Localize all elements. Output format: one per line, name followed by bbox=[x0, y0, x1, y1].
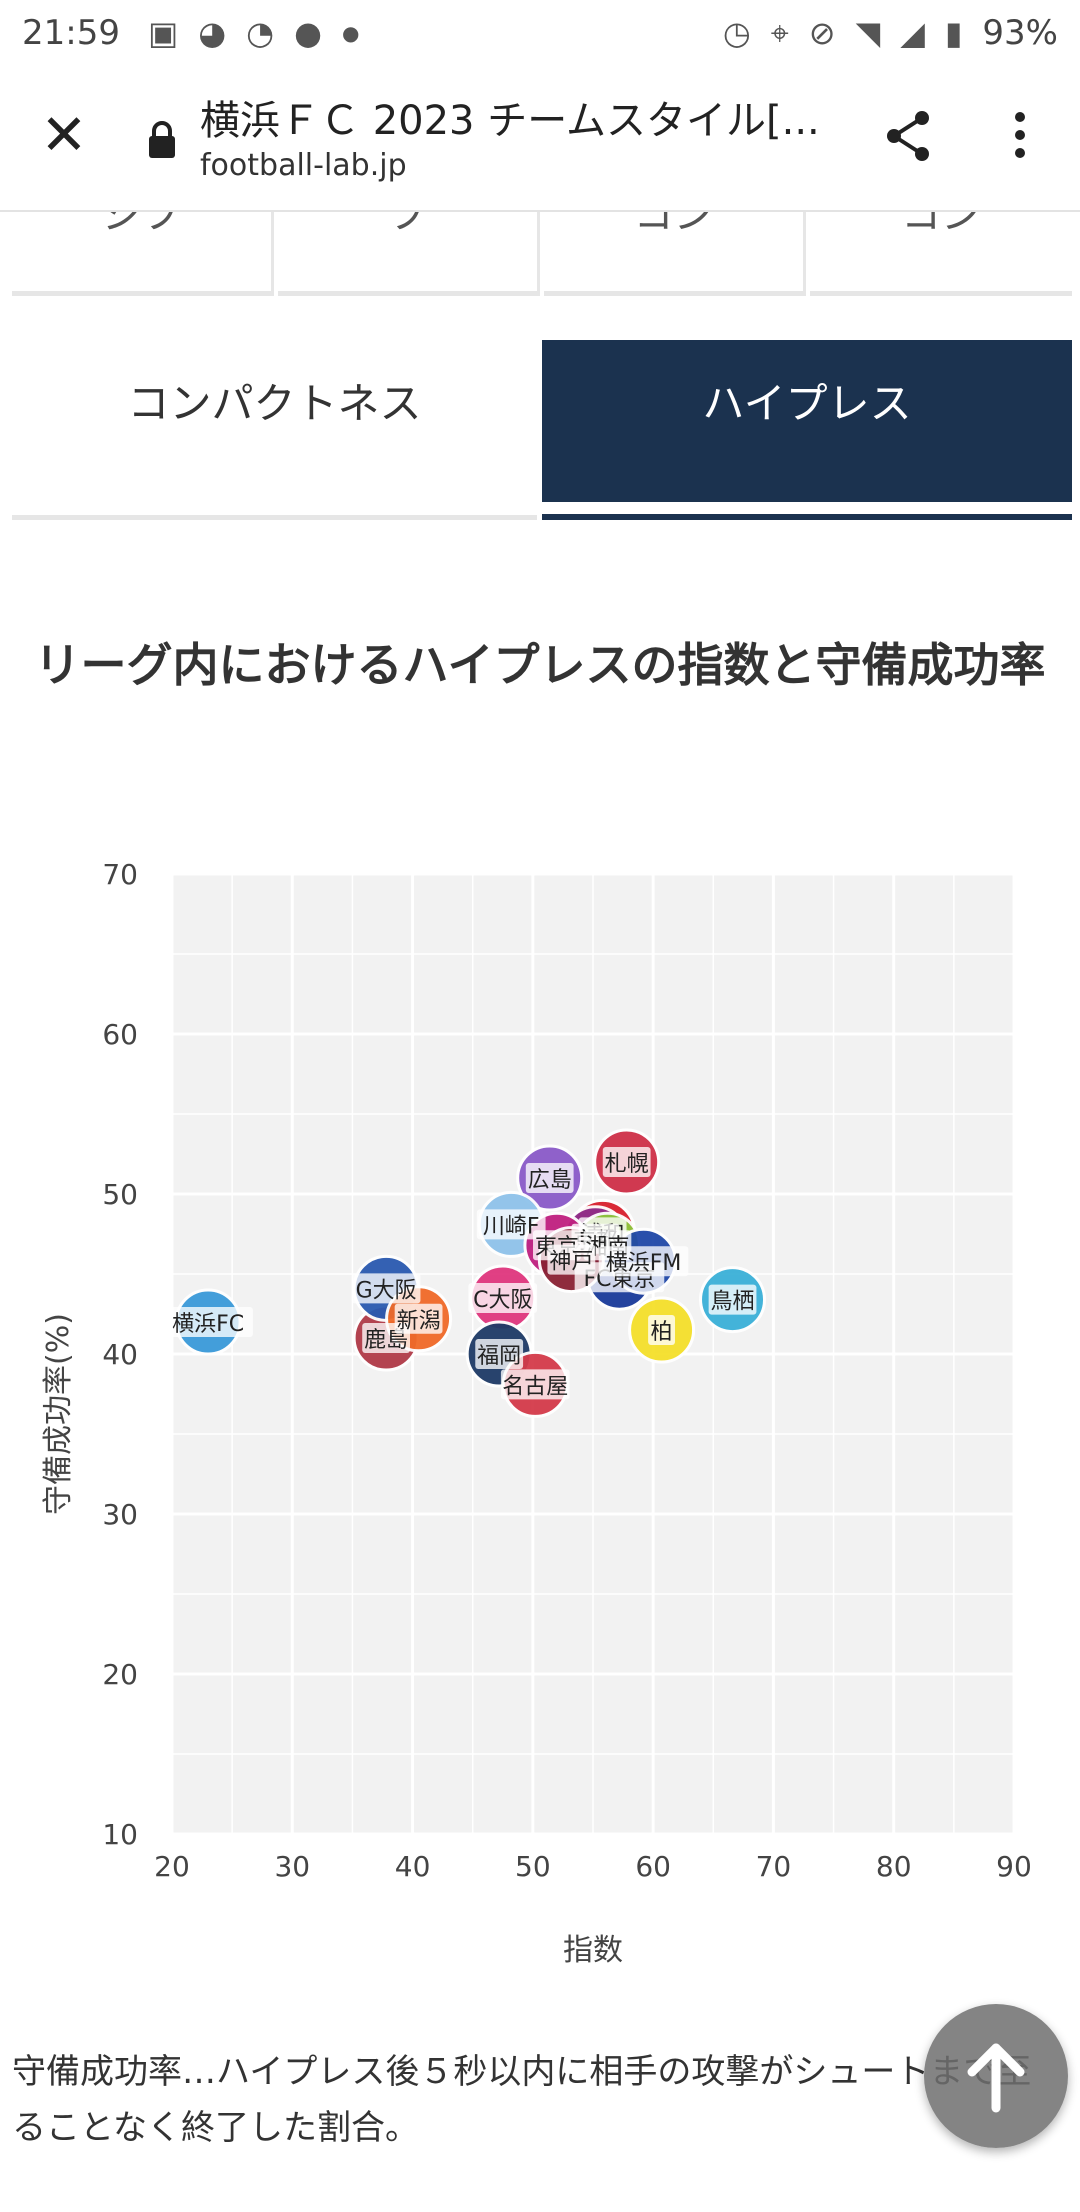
calendar-icon: ▣ bbox=[147, 14, 179, 52]
more-options-icon[interactable] bbox=[992, 104, 1048, 168]
status-time: 21:59 bbox=[22, 13, 120, 53]
data-label-bg bbox=[648, 1315, 676, 1345]
notification-icons: ▣ ◕ ◔ ● ● bbox=[148, 14, 359, 52]
data-label-bg bbox=[394, 1303, 443, 1334]
x-tick-label: 80 bbox=[876, 1850, 912, 1883]
x-tick-label: 40 bbox=[395, 1850, 431, 1883]
footnote: 守備成功率…ハイプレス後５秒以内に相手の攻撃がシュートまで至ることなく終了した割… bbox=[12, 2052, 1032, 2148]
share-icon[interactable] bbox=[876, 104, 940, 168]
data-label: 新潟 bbox=[397, 1309, 441, 1334]
data-label-bg bbox=[547, 1244, 596, 1275]
secondary-tab[interactable]: シフ bbox=[12, 212, 274, 296]
battery-icon: ▮ bbox=[944, 14, 963, 52]
data-label-bg bbox=[351, 1273, 421, 1304]
data-label: 柏 bbox=[651, 1320, 673, 1345]
data-label-bg bbox=[476, 1209, 546, 1240]
signal-icon: ◢ bbox=[900, 14, 925, 52]
y-tick-label: 30 bbox=[102, 1498, 138, 1531]
tab-label: ハイプレス bbox=[702, 379, 912, 428]
dot-icon: ● bbox=[341, 21, 360, 45]
page-title: 横浜ＦＣ 2023 チームスタイル[... bbox=[200, 98, 820, 144]
data-label-bg bbox=[708, 1284, 757, 1315]
data-label: C大阪 bbox=[473, 1288, 532, 1313]
chart-title: リーグ内におけるハイプレスの指数と守備成功率 bbox=[34, 638, 1046, 692]
secondary-tab[interactable]: フ bbox=[278, 212, 540, 296]
data-label: 広島 bbox=[528, 1168, 572, 1193]
status-bar: 21:59 ▣ ◕ ◔ ● ● ◷ ⌖ ⊘ ◥ ◢ ▮ 93% bbox=[0, 0, 1080, 66]
data-label: 川崎F bbox=[483, 1214, 540, 1239]
data-label: 札幌 bbox=[605, 1152, 649, 1177]
data-label: 鳥栖 bbox=[711, 1290, 755, 1315]
lock-icon bbox=[149, 121, 175, 158]
secondary-tab[interactable]: コン bbox=[810, 212, 1072, 296]
alarm-icon: ◷ bbox=[722, 14, 751, 52]
secondary-tab-row: シフ フ コン コン bbox=[12, 212, 1072, 296]
x-tick-label: 90 bbox=[996, 1850, 1032, 1883]
x-tick-label: 70 bbox=[756, 1850, 792, 1883]
y-tick-label: 10 bbox=[102, 1818, 138, 1851]
system-icons: ◷ ⌖ ⊘ ◥ ◢ ▮ 93% bbox=[723, 13, 1058, 53]
location-icon: ⌖ bbox=[770, 13, 789, 52]
y-tick-label: 60 bbox=[102, 1018, 138, 1051]
data-label-bg bbox=[525, 1163, 574, 1193]
secondary-tab[interactable]: コン bbox=[544, 212, 806, 296]
data-label-bg bbox=[468, 1283, 538, 1313]
cloud-icon: ● bbox=[294, 14, 322, 52]
data-label-bg bbox=[602, 1147, 651, 1177]
scroll-to-top-button[interactable] bbox=[924, 2004, 1068, 2148]
data-label: 名古屋 bbox=[502, 1374, 568, 1399]
cat-icon: ◔ bbox=[246, 14, 275, 52]
battery-percent: 93% bbox=[982, 13, 1058, 53]
moon-icon: ◕ bbox=[198, 14, 227, 52]
wifi-icon: ◥ bbox=[855, 14, 881, 52]
x-tick-label: 50 bbox=[515, 1850, 551, 1883]
tab-compactness[interactable]: コンパクトネス bbox=[12, 340, 537, 520]
data-label: 横浜FC bbox=[172, 1312, 244, 1337]
y-tick-label: 40 bbox=[102, 1338, 138, 1371]
x-axis-label: 指数 bbox=[563, 1933, 623, 1968]
x-tick-label: 60 bbox=[635, 1850, 671, 1883]
tab-high-press[interactable]: ハイプレス bbox=[542, 340, 1072, 502]
tab-label: コンパクトネス bbox=[127, 379, 422, 428]
scatter-chart: 20 30 40 50 60 70 80 90 70 60 50 40 30 20 10 指数 守備成功率(%)… bbox=[41, 858, 1032, 1968]
page-url[interactable]: football-lab.jp bbox=[200, 148, 407, 183]
data-label: 神戸 bbox=[549, 1250, 593, 1275]
y-tick-label: 20 bbox=[102, 1658, 138, 1691]
data-label-bg bbox=[475, 1339, 524, 1369]
data-label: 福岡 bbox=[477, 1344, 521, 1369]
data-label-bg bbox=[598, 1246, 689, 1277]
data-label-bg bbox=[163, 1307, 253, 1337]
close-icon[interactable]: ✕ bbox=[40, 103, 88, 168]
y-tick-label: 50 bbox=[102, 1178, 138, 1211]
active-tab-indicator bbox=[542, 514, 1072, 520]
x-tick-label: 20 bbox=[154, 1850, 190, 1883]
data-label: 横浜FM bbox=[606, 1251, 682, 1276]
browser-toolbar: ✕ 横浜ＦＣ 2023 チームスタイル[... football-lab.jp bbox=[0, 66, 1080, 212]
data-label-bg bbox=[500, 1369, 570, 1400]
x-tick-label: 30 bbox=[274, 1850, 310, 1883]
style-tabs: コンパクトネス ハイプレス bbox=[12, 340, 1072, 520]
y-axis-label: 守備成功率(%) bbox=[41, 1313, 76, 1515]
y-tick-label: 70 bbox=[102, 858, 138, 891]
mute-icon: ⊘ bbox=[808, 14, 836, 52]
data-label: G大阪 bbox=[356, 1278, 417, 1303]
arrow-up-icon bbox=[967, 2043, 1025, 2113]
